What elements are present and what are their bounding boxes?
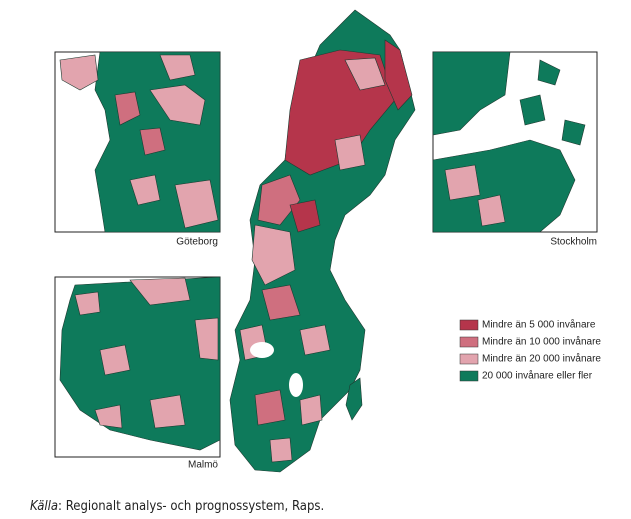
region [149,394,186,429]
region [477,194,506,227]
region [444,164,481,201]
region [139,127,166,156]
source-label: Källa [30,499,58,514]
region [159,54,196,81]
inset-labels: Göteborg Stockholm Malmö [176,237,597,471]
region [269,437,293,463]
region [194,317,219,361]
inset-label: Malmö [188,460,218,471]
inset-label: Stockholm [550,237,597,248]
region [432,51,511,136]
sweden-map [229,9,416,473]
legend-swatch [459,319,479,331]
region [257,174,301,226]
region [299,394,323,426]
legend-label: Mindre än 5 000 invånare [482,319,596,331]
region [251,224,296,286]
region [114,91,141,126]
region [432,139,576,233]
region [519,94,546,126]
region [299,324,331,356]
region [129,174,161,206]
region [149,84,206,126]
region [289,199,321,233]
legend-label: 20 000 invånare eller fler [482,370,593,382]
legend-swatch [459,353,479,365]
region [537,59,561,86]
inset-goteborg [54,51,221,233]
region [261,284,301,321]
region [345,377,363,421]
legend: Mindre än 5 000 invånare Mindre än 10 000… [459,319,601,382]
region [99,344,131,376]
inset-label: Göteborg [176,237,218,248]
source: Källa: Regionalt analys- och prognossyst… [30,499,324,514]
region [344,57,386,91]
source-text: : Regionalt analys- och prognossystem, R… [58,499,324,514]
region [384,39,413,111]
legend-swatch [459,336,479,348]
legend-label: Mindre än 10 000 invånare [482,336,601,348]
legend-label: Mindre än 20 000 invånare [482,353,601,365]
region [561,119,586,146]
inset-stockholm [432,51,598,233]
region [174,179,219,229]
region [334,134,366,171]
legend-swatch [459,370,479,382]
inset-malmo [54,276,221,458]
region [254,389,286,426]
region [74,291,101,316]
region [94,404,123,429]
region [59,54,99,91]
region [129,277,191,306]
